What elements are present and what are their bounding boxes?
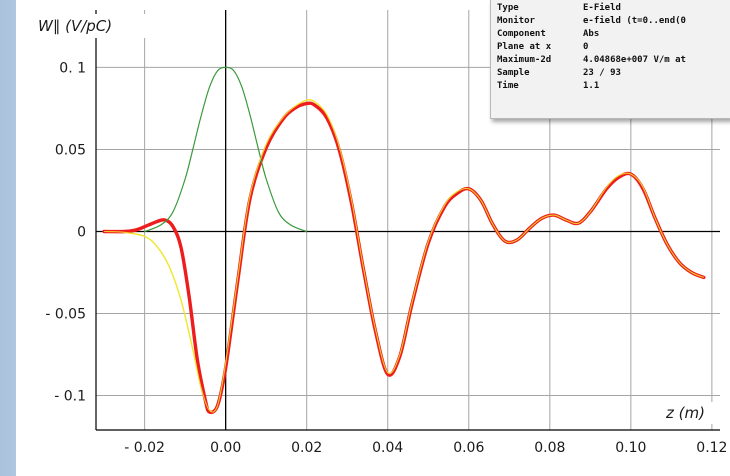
x-tick-label: 0.04 [372, 440, 403, 456]
x-tick-label: 0.00 [210, 440, 241, 456]
xlabel-background [660, 402, 714, 424]
info-row: Monitor e-field (t=0..end(0 [497, 15, 686, 28]
info-label: Monitor [497, 16, 535, 26]
series-lines [102, 66, 706, 415]
y-tick-label: - 0.1 [54, 389, 86, 405]
info-row: Maximum-2d 4.04868e+007 V/m at [497, 54, 686, 67]
info-label: Sample [497, 68, 530, 78]
tick-labels: - 0.02 0.00 0.02 0.04 0.06 0.08 0.10 0.12 0. 1 0.… [45, 60, 727, 456]
y-tick-label: 0.05 [55, 142, 86, 158]
x-tick-label: - 0.02 [124, 440, 165, 456]
info-label: Plane at x [497, 42, 552, 52]
info-label: Type [497, 3, 519, 13]
grid-lines [96, 10, 720, 430]
y-axis-label: W∥ (V/pC) [38, 17, 112, 35]
y-tick-label: - 0.05 [45, 307, 86, 323]
info-row: Time 1.1 [497, 80, 686, 93]
info-value: e-field (t=0..end(0 [583, 16, 686, 26]
info-row: Type E-Field [497, 2, 686, 15]
info-row: Component Abs [497, 28, 686, 41]
info-row: Sample 23 / 93 [497, 67, 686, 80]
info-value: 4.04868e+007 V/m at [583, 55, 686, 65]
info-value: E-Field [583, 3, 621, 13]
y-tick-label: 0 [77, 224, 86, 240]
info-table: Type E-Field Monitor e-field (t=0..end(0 Com… [497, 2, 686, 93]
info-row: Plane at x 0 [497, 41, 686, 54]
info-value: 23 / 93 [583, 68, 621, 78]
x-tick-label: 0.08 [534, 440, 565, 456]
info-label: Time [497, 81, 519, 91]
info-value: 1.1 [583, 81, 600, 91]
x-tick-label: 0.02 [291, 440, 322, 456]
info-label: Maximum-2d [497, 55, 552, 65]
series-yellow-overlay [104, 99, 705, 413]
wake-potential-chart: - 0.02 0.00 0.02 0.04 0.06 0.08 0.10 0.12 0. 1 0.… [26, 10, 727, 456]
info-label: Component [497, 29, 546, 39]
y-tick-label: 0. 1 [59, 60, 86, 76]
x-tick-label: 0.10 [615, 440, 646, 456]
info-panel: Type E-Field Monitor e-field (t=0..end(0 Com… [490, 0, 730, 119]
x-tick-label: 0.06 [453, 440, 484, 456]
series-green-line [144, 66, 308, 233]
x-axis-label: z (m) [665, 404, 705, 422]
ylabel-background [26, 14, 150, 38]
info-value: Abs [583, 29, 600, 39]
info-value: 0 [583, 42, 589, 52]
x-tick-label: 0.12 [696, 440, 727, 456]
